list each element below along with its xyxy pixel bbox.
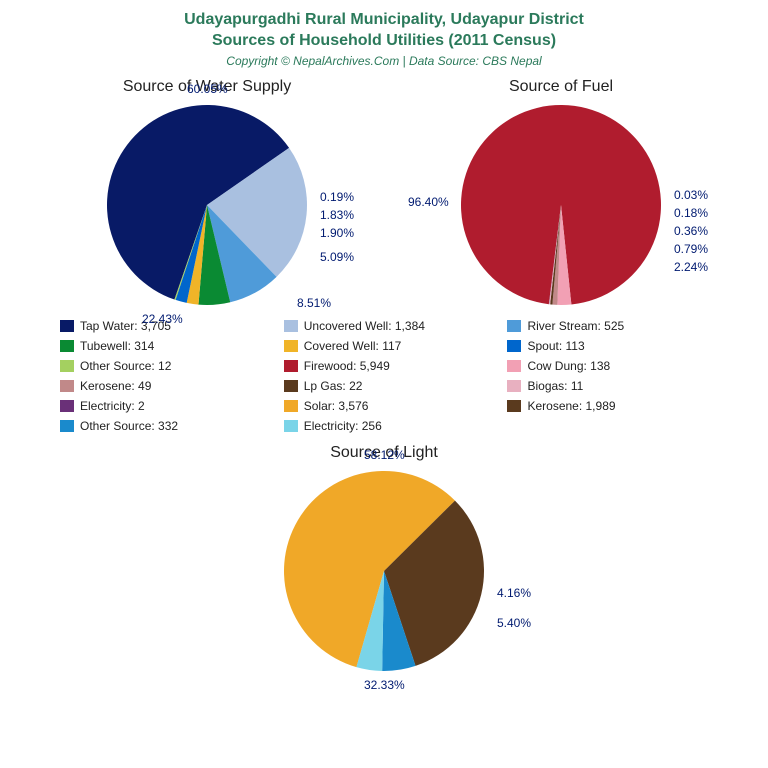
legend-item: Uncovered Well: 1,384 bbox=[284, 318, 508, 334]
pct-label: 58.12% bbox=[364, 448, 405, 462]
main-title-line2: Sources of Household Utilities (2011 Cen… bbox=[0, 31, 768, 52]
legend-swatch bbox=[60, 380, 74, 392]
legend-swatch bbox=[284, 420, 298, 432]
legend-label: Spout: 113 bbox=[527, 339, 584, 353]
legend-item: River Stream: 525 bbox=[507, 318, 731, 334]
water-chart-block: Source of Water Supply 60.05%0.19%1.83%1… bbox=[37, 78, 377, 310]
fuel-chart-title: Source of Fuel bbox=[391, 78, 731, 96]
legend-label: Lp Gas: 22 bbox=[304, 379, 363, 393]
top-charts-row: Source of Water Supply 60.05%0.19%1.83%1… bbox=[0, 78, 768, 310]
legend-label: Other Source: 332 bbox=[80, 419, 178, 433]
legend-item: Spout: 113 bbox=[507, 338, 731, 354]
pct-label: 60.05% bbox=[187, 82, 228, 96]
light-pie: 58.12%4.16%5.40%32.33% bbox=[279, 466, 489, 676]
pct-label: 5.40% bbox=[497, 616, 531, 630]
copyright-line: Copyright © NepalArchives.Com | Data Sou… bbox=[0, 54, 768, 68]
legend-swatch bbox=[60, 420, 74, 432]
pct-label: 32.33% bbox=[364, 678, 405, 692]
legend-swatch bbox=[284, 400, 298, 412]
legend-label: Kerosene: 49 bbox=[80, 379, 151, 393]
pct-label: 5.09% bbox=[320, 250, 354, 264]
legend-item: Other Source: 12 bbox=[60, 358, 284, 374]
pct-label: 0.18% bbox=[674, 206, 708, 220]
legend-swatch bbox=[60, 400, 74, 412]
light-chart-block: Source of Light 58.12%4.16%5.40%32.33% bbox=[214, 444, 554, 676]
main-title-line1: Udayapurgadhi Rural Municipality, Udayap… bbox=[0, 10, 768, 31]
legend-swatch bbox=[507, 340, 521, 352]
legend-item: Biogas: 11 bbox=[507, 378, 731, 394]
legend-label: Kerosene: 1,989 bbox=[527, 399, 615, 413]
pct-label: 1.90% bbox=[320, 226, 354, 240]
pct-label: 1.83% bbox=[320, 208, 354, 222]
pct-label: 0.19% bbox=[320, 190, 354, 204]
pct-label: 8.51% bbox=[297, 296, 331, 310]
legend-label: Firewood: 5,949 bbox=[304, 359, 390, 373]
legend-swatch bbox=[507, 320, 521, 332]
legend-label: Cow Dung: 138 bbox=[527, 359, 610, 373]
legend-swatch bbox=[60, 360, 74, 372]
legend-item: Solar: 3,576 bbox=[284, 398, 508, 414]
legend-item: Kerosene: 1,989 bbox=[507, 398, 731, 414]
pct-label: 0.79% bbox=[674, 242, 708, 256]
legend-swatch bbox=[507, 400, 521, 412]
legend-swatch bbox=[507, 360, 521, 372]
pct-label: 0.03% bbox=[674, 188, 708, 202]
legend-label: Biogas: 11 bbox=[527, 379, 583, 393]
legend-label: Electricity: 256 bbox=[304, 419, 382, 433]
pct-label: 96.40% bbox=[408, 195, 449, 209]
water-pie: 60.05%0.19%1.83%1.90%5.09%8.51%22.43% bbox=[102, 100, 312, 310]
legend-swatch bbox=[284, 360, 298, 372]
legend-item: Tubewell: 314 bbox=[60, 338, 284, 354]
legend-item: Firewood: 5,949 bbox=[284, 358, 508, 374]
pct-label: 2.24% bbox=[674, 260, 708, 274]
legend: Tap Water: 3,705Uncovered Well: 1,384Riv… bbox=[0, 310, 768, 434]
legend-label: Covered Well: 117 bbox=[304, 339, 402, 353]
legend-label: River Stream: 525 bbox=[527, 319, 624, 333]
legend-item: Lp Gas: 22 bbox=[284, 378, 508, 394]
legend-swatch bbox=[507, 380, 521, 392]
legend-item: Electricity: 256 bbox=[284, 418, 508, 434]
legend-label: Other Source: 12 bbox=[80, 359, 171, 373]
legend-swatch bbox=[60, 320, 74, 332]
legend-label: Electricity: 2 bbox=[80, 399, 145, 413]
legend-swatch bbox=[284, 380, 298, 392]
legend-item: Other Source: 332 bbox=[60, 418, 284, 434]
legend-swatch bbox=[60, 340, 74, 352]
fuel-pie: 96.40%0.03%0.18%0.36%0.79%2.24% bbox=[456, 100, 666, 310]
legend-label: Tubewell: 314 bbox=[80, 339, 154, 353]
legend-swatch bbox=[284, 340, 298, 352]
legend-swatch bbox=[284, 320, 298, 332]
pct-label: 22.43% bbox=[142, 312, 183, 326]
legend-item: Covered Well: 117 bbox=[284, 338, 508, 354]
pct-label: 0.36% bbox=[674, 224, 708, 238]
title-block: Udayapurgadhi Rural Municipality, Udayap… bbox=[0, 0, 768, 70]
legend-label: Uncovered Well: 1,384 bbox=[304, 319, 425, 333]
legend-label: Solar: 3,576 bbox=[304, 399, 369, 413]
legend-item: Kerosene: 49 bbox=[60, 378, 284, 394]
pct-label: 4.16% bbox=[497, 586, 531, 600]
legend-item: Cow Dung: 138 bbox=[507, 358, 731, 374]
fuel-chart-block: Source of Fuel 96.40%0.03%0.18%0.36%0.79… bbox=[391, 78, 731, 310]
legend-item: Electricity: 2 bbox=[60, 398, 284, 414]
